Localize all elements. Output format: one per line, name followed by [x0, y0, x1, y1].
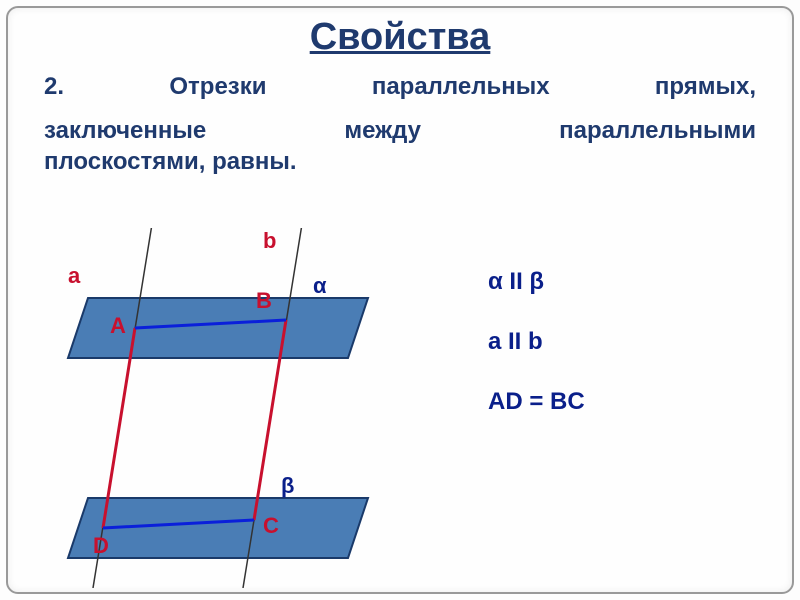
label-point-c: C: [263, 513, 279, 539]
theorem-line-3: плоскостями, равны.: [8, 148, 792, 176]
page-title: Свойства: [8, 8, 792, 59]
equation-1: α II β: [488, 268, 585, 296]
slide-frame: Свойства 2. Отрезки параллельных прямых,…: [6, 6, 794, 594]
label-beta: β: [281, 473, 294, 499]
equations-block: α II β a II b АD = BC: [488, 268, 585, 448]
theorem-line-1: 2. Отрезки параллельных прямых,: [8, 59, 792, 103]
diagram-area: a b α β А B C D α II β a II b АD = BC: [38, 228, 778, 588]
equation-2: a II b: [488, 328, 585, 356]
label-point-d: D: [93, 533, 109, 559]
label-alpha: α: [313, 273, 327, 299]
theorem-line-2: заключенные между параллельными: [8, 103, 792, 147]
label-point-a: А: [110, 313, 126, 339]
label-point-b: B: [256, 288, 272, 314]
label-a: a: [68, 263, 80, 289]
label-b: b: [263, 228, 276, 254]
equation-3: АD = BC: [488, 388, 585, 416]
